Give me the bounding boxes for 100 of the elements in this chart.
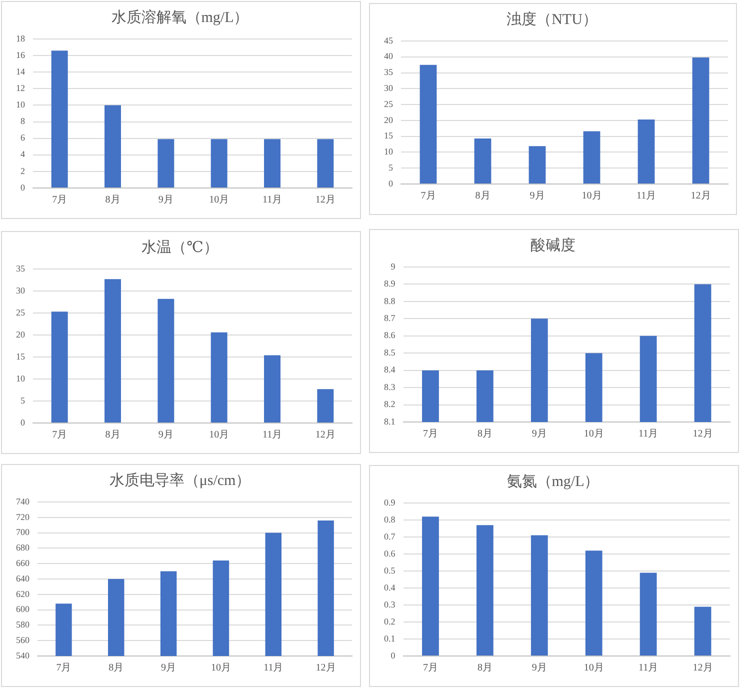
bar (694, 606, 712, 656)
x-tick-label: 10月 (210, 662, 231, 674)
chart-title: 水质电导率（μs/cm） (109, 472, 251, 489)
x-tick-label: 11月 (262, 430, 282, 441)
bar (158, 139, 174, 188)
bar (158, 298, 174, 422)
y-tick-label: 560 (16, 634, 30, 645)
x-tick-label: 8月 (108, 662, 124, 674)
bar (585, 550, 602, 656)
x-tick-label: 7月 (420, 190, 436, 202)
x-tick-label: 12月 (692, 428, 713, 440)
y-tick-label: 25 (384, 98, 394, 109)
y-tick-label: 35 (384, 67, 394, 78)
y-tick-label: 14 (16, 66, 26, 76)
bar (476, 525, 494, 656)
bar (210, 139, 228, 188)
y-tick-label: 8.6 (384, 330, 396, 340)
y-tick-label: 8.5 (384, 347, 396, 358)
y-tick-label: 8.1 (384, 416, 396, 426)
x-tick-label: 8月 (105, 194, 120, 206)
y-tick-label: 40 (384, 51, 394, 62)
y-tick-label: 45 (384, 35, 394, 46)
y-tick-label: 660 (16, 558, 30, 568)
y-tick-label: 16 (16, 50, 26, 60)
y-tick-label: 6 (20, 132, 26, 143)
y-tick-label: 30 (384, 83, 394, 94)
y-tick-label: 15 (16, 351, 26, 362)
y-tick-label: 5 (388, 162, 394, 172)
bar (104, 279, 121, 422)
x-tick-label: 8月 (477, 428, 492, 440)
x-tick-label: 11月 (636, 190, 656, 202)
bar (528, 146, 546, 184)
y-tick-label: 0.2 (384, 616, 396, 626)
x-tick-label: 11月 (264, 662, 284, 674)
y-tick-label: 0 (390, 650, 396, 660)
x-tick-label: 7月 (52, 194, 68, 206)
y-tick-label: 0.5 (384, 565, 396, 576)
y-tick-label: 8.2 (384, 399, 396, 410)
y-tick-label: 0.3 (384, 599, 396, 610)
bar (104, 105, 121, 188)
x-tick-label: 9月 (161, 662, 176, 674)
y-tick-label: 0.1 (384, 633, 396, 644)
bar (264, 355, 280, 422)
bar (51, 312, 68, 422)
y-tick-label: 5 (20, 395, 26, 406)
y-tick-label: 540 (16, 650, 30, 660)
chart-title: 氨氮（mg/L） (506, 474, 600, 490)
y-tick-label: 0.9 (384, 497, 396, 508)
bar (692, 58, 710, 184)
y-tick-label: 0.4 (384, 582, 396, 592)
x-tick-label: 12月 (690, 190, 711, 202)
y-tick-label: 12 (16, 83, 25, 94)
bar (530, 535, 548, 656)
y-tick-label: 10 (384, 146, 394, 157)
chart-title: 浊度（NTU） (506, 10, 598, 28)
y-tick-label: 20 (384, 114, 394, 125)
chart-title: 水温（℃） (142, 238, 218, 256)
y-tick-label: 9 (390, 261, 396, 272)
x-tick-label: 11月 (638, 662, 658, 674)
y-tick-label: 0.7 (384, 531, 396, 542)
x-tick-label: 7月 (422, 662, 438, 674)
x-tick-label: 10月 (209, 430, 230, 441)
y-tick-label: 600 (16, 604, 30, 614)
x-tick-label: 12月 (692, 662, 713, 674)
x-tick-label: 10月 (582, 190, 602, 202)
bar (264, 139, 280, 188)
y-tick-label: 35 (16, 263, 26, 274)
y-tick-label: 0 (20, 182, 26, 192)
x-tick-label: 9月 (532, 662, 547, 674)
bar (317, 139, 334, 188)
y-tick-label: 580 (16, 620, 30, 630)
y-tick-label: 4 (20, 149, 26, 160)
y-tick-label: 8.4 (384, 364, 396, 375)
y-tick-label: 740 (16, 496, 30, 506)
x-tick-label: 12月 (316, 662, 336, 674)
y-tick-label: 10 (16, 100, 26, 110)
bar (422, 516, 439, 656)
y-tick-label: 8.9 (384, 278, 396, 289)
x-tick-label: 9月 (530, 190, 545, 202)
y-tick-label: 0 (20, 417, 26, 428)
bar (474, 138, 492, 184)
y-tick-label: 10 (16, 373, 26, 384)
y-tick-label: 18 (16, 33, 26, 44)
bar (317, 389, 334, 422)
y-tick-label: 0.6 (384, 548, 396, 558)
y-tick-label: 640 (16, 573, 30, 584)
y-tick-label: 0 (388, 178, 394, 188)
chart-title: 酸碱度 (530, 236, 576, 254)
y-tick-label: 0.8 (384, 514, 396, 524)
x-tick-label: 8月 (477, 662, 492, 674)
y-tick-label: 20 (16, 329, 26, 340)
y-tick-label: 15 (384, 130, 394, 141)
x-tick-label: 8月 (475, 190, 490, 202)
x-tick-label: 9月 (158, 430, 174, 441)
bar (420, 64, 437, 184)
y-tick-label: 8.3 (384, 382, 396, 392)
y-tick-label: 680 (16, 542, 30, 553)
y-tick-label: 8.8 (384, 296, 396, 306)
x-tick-label: 10月 (584, 662, 604, 674)
x-tick-label: 11月 (638, 428, 658, 440)
